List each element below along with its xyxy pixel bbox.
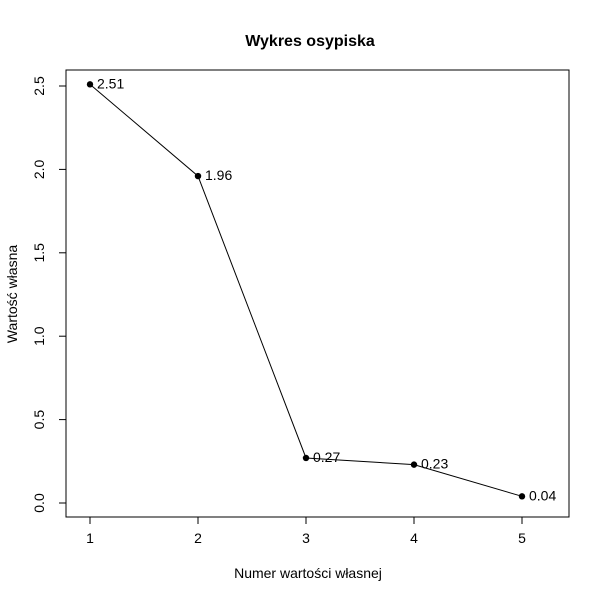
x-axis-tick-label: 2 xyxy=(194,530,202,546)
data-point-label: 0.04 xyxy=(529,487,556,503)
data-point-label: 0.23 xyxy=(421,456,448,472)
x-axis-tick-label: 1 xyxy=(86,530,94,546)
y-axis-tick-label: 0.0 xyxy=(31,493,47,513)
data-point xyxy=(518,493,526,500)
y-axis-tick-label: 2.0 xyxy=(31,159,47,179)
x-axis-tick-label: 5 xyxy=(518,530,526,546)
chart-title: Wykres osypiska xyxy=(245,33,375,50)
y-axis-label: Wartość własna xyxy=(4,245,20,344)
scree-line xyxy=(89,83,523,497)
plot-content: 1 2 3 4 5 0.0 0.5 1.0 1.5 2.0 2.5 2.51 1.96 0.27 0.23 0… xyxy=(31,69,570,546)
y-axis-tick-label: 2.5 xyxy=(31,76,47,96)
plot-frame xyxy=(65,69,570,518)
data-point-label: 2.51 xyxy=(97,75,124,91)
x-axis-tick-label: 4 xyxy=(410,530,418,546)
data-point xyxy=(86,81,94,88)
data-point xyxy=(410,461,418,468)
data-point xyxy=(302,454,310,462)
y-axis-tick-label: 1.0 xyxy=(31,326,47,346)
data-point-label: 1.96 xyxy=(205,167,232,183)
x-axis-tick-label: 3 xyxy=(302,530,310,546)
y-axis-tick-label: 0.5 xyxy=(31,410,47,430)
x-axis-label: Numer wartości własnej xyxy=(234,565,382,581)
data-point xyxy=(194,172,202,180)
y-axis-tick-label: 1.5 xyxy=(31,243,47,263)
data-point-label: 0.27 xyxy=(313,449,340,465)
